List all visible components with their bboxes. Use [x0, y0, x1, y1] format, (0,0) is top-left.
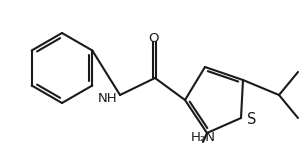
- Text: H₂N: H₂N: [191, 131, 216, 144]
- Text: S: S: [247, 112, 256, 127]
- Text: O: O: [149, 32, 159, 45]
- Text: NH: NH: [97, 92, 117, 104]
